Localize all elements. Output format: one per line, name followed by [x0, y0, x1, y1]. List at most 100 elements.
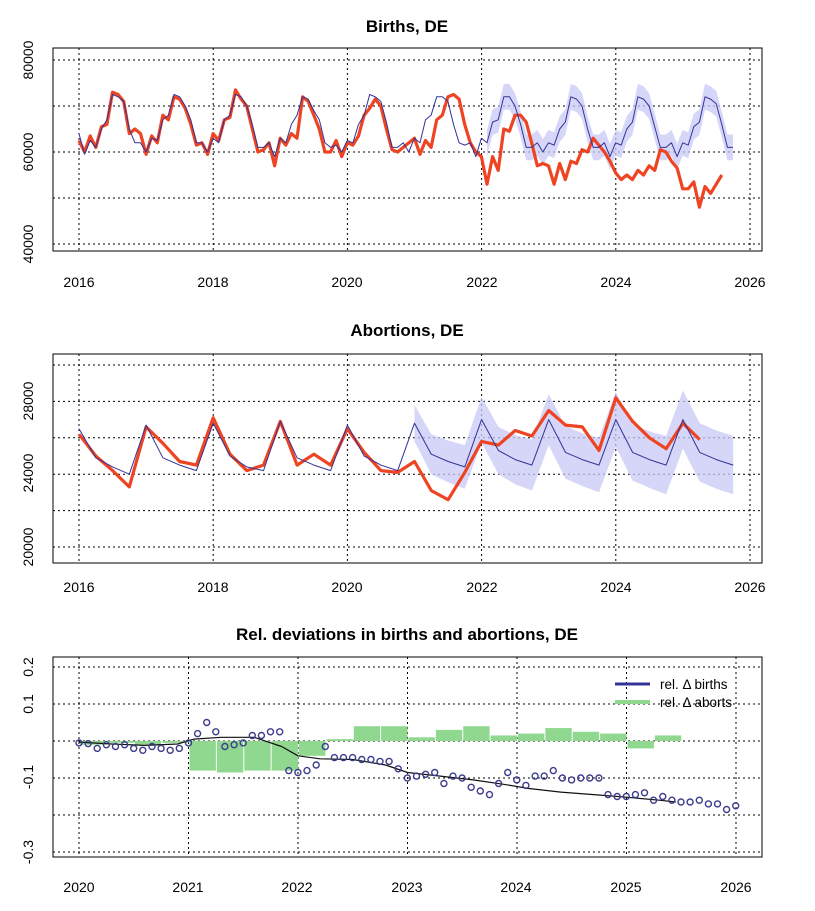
abortion-deviation-bar [381, 726, 408, 741]
abortion-deviation-bar [162, 741, 189, 743]
birth-deviation-point [248, 731, 257, 740]
births-x-tick: 2018 [197, 274, 228, 290]
birth-deviation-point [513, 776, 521, 784]
birth-deviation-point [722, 805, 731, 814]
birth-deviation-point [139, 746, 147, 754]
relative-abortion-bars [80, 726, 682, 773]
birth-deviation-point [631, 790, 640, 799]
abortions-band-area [414, 390, 734, 495]
birth-deviation-point [531, 772, 539, 780]
birth-deviation-point [120, 741, 129, 749]
birth-deviation-point [394, 765, 402, 773]
birth-deviation-point [449, 772, 457, 780]
births-panel: Births, DE 2016 2018 2020 2022 2024 2026… [20, 17, 766, 290]
relative-grid [53, 657, 762, 857]
birth-deviation-point [595, 774, 603, 782]
birth-deviation-point [649, 796, 658, 804]
births-prediction-band [487, 83, 733, 170]
birth-deviation-point [148, 742, 156, 751]
birth-deviation-point [668, 796, 676, 804]
relative-legend: rel. Δ births rel. Δ aborts [615, 677, 732, 710]
relative-x-tick: 2021 [172, 879, 203, 895]
births-series-lines [77, 88, 733, 209]
birth-deviation-point [239, 739, 247, 747]
abortion-deviation-bar [326, 739, 353, 741]
abortion-deviation-bar [435, 729, 463, 741]
abortions-prediction-band [414, 390, 734, 495]
abortion-deviation-bar [107, 741, 134, 743]
birth-deviation-point [704, 800, 713, 808]
abortions-y-axis: 20000 24000 28000 [20, 381, 36, 566]
birth-deviation-point [129, 744, 138, 753]
birth-deviation-point [184, 739, 193, 747]
abortion-deviation-bar [271, 741, 298, 771]
birth-deviation-point [294, 768, 302, 777]
relative-y-tick: 0.2 [20, 657, 36, 677]
abortion-deviation-bar [408, 737, 435, 741]
birth-deviation-point [339, 753, 348, 762]
relative-x-tick: 2022 [281, 879, 312, 895]
births-x-tick: 2016 [63, 274, 94, 290]
birth-deviation-point [431, 768, 439, 777]
birth-deviation-point [467, 783, 475, 791]
relative-birth-points [75, 718, 740, 814]
birth-deviation-point [212, 728, 220, 736]
relative-x-axis: 2020 2021 2022 2023 2024 2025 2026 [63, 879, 751, 895]
birth-deviation-point [257, 731, 266, 740]
birth-deviation-point [376, 757, 384, 766]
birth-deviation-point [732, 802, 740, 810]
birth-deviation-point [312, 761, 320, 769]
birth-deviation-point [93, 744, 101, 753]
abortions-x-tick: 2018 [197, 579, 228, 595]
birth-deviation-point [230, 741, 238, 749]
abortion-deviation-bar [463, 726, 490, 741]
births-band-area [487, 83, 733, 170]
relative-plot-frame [52, 656, 763, 858]
abortion-deviation-bar [244, 741, 271, 771]
birth-deviation-point [421, 770, 430, 778]
birth-deviation-point [485, 790, 494, 799]
abortion-deviation-bar [490, 735, 517, 741]
birth-deviation-point [157, 744, 165, 753]
birth-deviation-point [695, 796, 703, 804]
birth-deviation-point [504, 768, 512, 777]
relative-x-tick: 2026 [720, 879, 751, 895]
abortions-expected-line [78, 419, 734, 475]
birth-deviation-point [476, 787, 484, 795]
birth-deviation-point [440, 779, 448, 788]
abortion-deviation-bar [134, 741, 162, 745]
birth-deviation-point [193, 729, 202, 738]
relative-y-tick: -0.3 [20, 840, 36, 864]
abortion-deviation-bar [299, 741, 326, 756]
birth-deviation-point [494, 779, 503, 788]
births-x-tick: 2024 [600, 274, 631, 290]
births-observed-line [77, 88, 724, 209]
legend-aborts-label: rel. Δ aborts [660, 695, 732, 710]
births-y-tick: 80000 [20, 40, 36, 79]
abortion-deviation-bar [189, 741, 216, 771]
birth-deviation-point [567, 776, 576, 784]
birth-deviation-point [102, 741, 111, 749]
relative-y-axis: -0.3 -0.1 0.1 0.2 [20, 657, 36, 864]
birth-deviation-point [604, 790, 612, 799]
birth-deviation-point [330, 753, 339, 762]
birth-deviation-point [677, 798, 685, 806]
abortion-deviation-bar [627, 741, 654, 749]
birth-deviation-point [221, 742, 229, 751]
birth-deviation-point [403, 774, 412, 782]
abortion-deviation-bar [600, 733, 627, 741]
birth-deviation-point [686, 798, 694, 806]
births-y-tick: 60000 [20, 132, 36, 171]
abortions-y-tick: 20000 [20, 527, 36, 566]
birth-deviation-point [276, 728, 284, 736]
birth-deviation-point [166, 746, 174, 754]
abortions-x-axis: 2016 2018 2020 2022 2024 2026 [63, 579, 765, 595]
abortion-deviation-bar [545, 728, 572, 741]
legend-births-label: rel. Δ births [660, 677, 728, 692]
relative-y-tick: 0.1 [20, 694, 36, 714]
birth-deviation-point [713, 800, 722, 808]
birth-deviation-point [358, 755, 366, 764]
abortions-x-tick: 2024 [600, 579, 631, 595]
abortions-x-tick: 2022 [466, 579, 497, 595]
abortions-x-tick: 2020 [331, 579, 362, 595]
